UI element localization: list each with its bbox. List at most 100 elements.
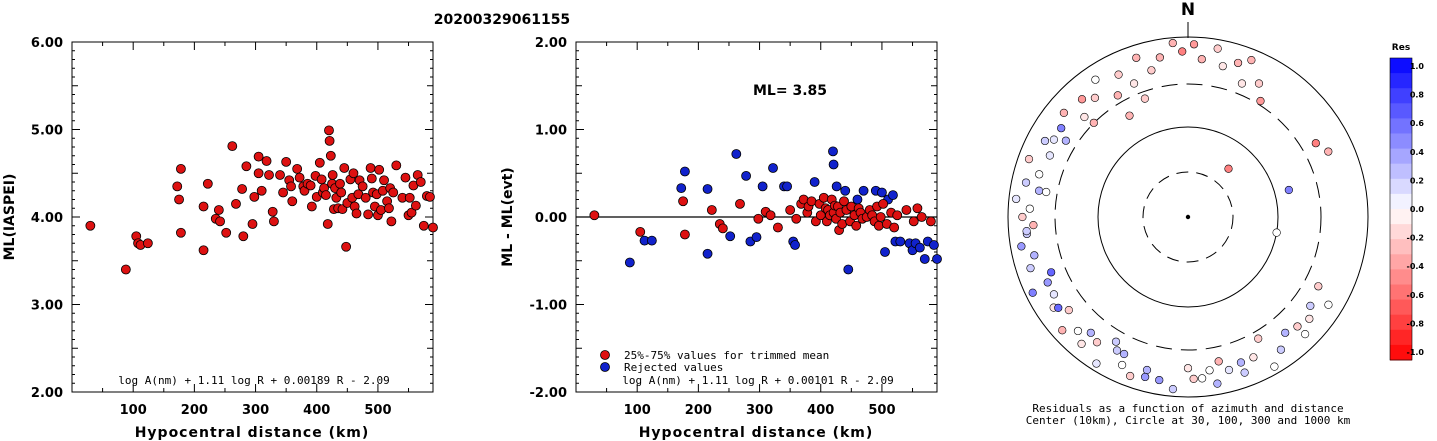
station-residual-point	[1077, 95, 1087, 104]
accepted-point	[925, 216, 936, 227]
data-point	[253, 168, 264, 179]
page-title: 20200329061155	[434, 12, 570, 28]
formula-annotation: log A(nm) + 1.11 log R + 0.00101 R - 2.0…	[622, 374, 894, 387]
accepted-point	[773, 222, 783, 233]
station-residual-point	[1059, 108, 1069, 117]
rejected-point	[624, 257, 635, 268]
data-point	[237, 184, 247, 194]
station-residual-point	[1034, 186, 1044, 195]
data-point	[241, 161, 252, 172]
data-point	[247, 219, 258, 229]
station-residual-point	[1140, 94, 1150, 103]
x-tick-label: 200	[181, 403, 208, 418]
rejected-point	[895, 236, 906, 247]
colorbar-tick-label: -0.4	[1407, 262, 1425, 271]
colorbar-cell	[1390, 329, 1412, 346]
accepted-point	[912, 203, 923, 214]
station-residual-point	[1205, 366, 1214, 375]
station-residual-point	[1126, 371, 1135, 381]
colorbar-cell	[1390, 224, 1412, 240]
rejected-point	[725, 231, 736, 242]
y-tick-label: 0.00	[535, 211, 567, 226]
station-residual-point	[1314, 282, 1323, 291]
data-point	[327, 170, 338, 180]
station-residual-point	[1270, 362, 1279, 371]
station-residual-point	[1224, 365, 1234, 375]
station-residual-point	[1284, 185, 1293, 195]
data-point	[410, 200, 421, 211]
data-point	[391, 160, 402, 171]
data-point	[176, 227, 186, 238]
station-residual-point	[1026, 264, 1035, 273]
x-axis-label: Hypocentral distance (km)	[639, 425, 874, 441]
y-tick-label: 4.00	[31, 211, 63, 226]
station-residual-point	[1240, 368, 1249, 377]
rejected-point	[680, 166, 690, 177]
station-residual-point	[1305, 314, 1314, 323]
station-residual-point	[1324, 300, 1333, 309]
rejected-point	[877, 187, 887, 198]
data-point	[314, 157, 325, 168]
rejected-point	[646, 235, 657, 246]
rejected-point	[840, 185, 851, 196]
rejected-point	[888, 190, 898, 201]
station-residual-point	[1113, 91, 1122, 100]
data-point	[322, 219, 333, 229]
x-tick-label: 100	[624, 403, 651, 418]
station-residual-point	[1120, 349, 1129, 359]
accepted-point	[901, 205, 912, 215]
data-point	[379, 175, 389, 186]
data-point	[286, 181, 296, 192]
data-point	[325, 150, 336, 161]
rejected-point	[809, 177, 820, 187]
x-tick-label: 500	[364, 403, 391, 418]
accepted-point	[878, 198, 889, 209]
station-residual-point	[1125, 111, 1134, 120]
rejected-point	[919, 254, 930, 264]
station-residual-point	[1237, 79, 1247, 88]
circle-100km	[1097, 126, 1279, 308]
accepted-point	[706, 205, 717, 215]
colorbar-tick-label: 0.2	[1410, 176, 1424, 185]
rejected-point	[782, 181, 792, 192]
data-point	[324, 125, 334, 136]
station-residual-point	[1197, 55, 1206, 64]
station-residual-point	[1256, 96, 1265, 106]
colorbar-cell	[1390, 178, 1412, 195]
ml-value-label: ML= 3.85	[753, 83, 827, 99]
colorbar-cell	[1390, 148, 1412, 165]
data-point	[415, 177, 426, 187]
station-residual-point	[1141, 372, 1150, 382]
rejected-point	[702, 248, 713, 259]
colorbar-cell	[1390, 103, 1412, 119]
colorbar-cell	[1390, 299, 1412, 316]
data-point	[215, 216, 225, 227]
data-point	[366, 173, 377, 184]
x-tick-label: 200	[685, 403, 712, 418]
station-residual-point	[1024, 155, 1034, 164]
y-tick-label: 2.00	[535, 36, 567, 51]
data-point	[221, 227, 232, 238]
x-tick-label: 300	[242, 403, 269, 418]
colorbar-cell	[1390, 269, 1412, 285]
colorbar-cell	[1390, 344, 1412, 361]
ml-iaspei-chart: ML(IASPEI) Hypocentral distance (km) log…	[2, 36, 438, 441]
accepted-point	[908, 216, 919, 227]
data-point	[294, 172, 305, 183]
rejected-point	[676, 183, 687, 194]
colorbar-tick-label: -1.0	[1407, 348, 1425, 357]
station-residual-point	[1073, 326, 1083, 336]
station-residual-point	[1112, 346, 1122, 355]
accepted-point	[735, 198, 745, 209]
data-point	[336, 187, 347, 198]
caption-line-1: Residuals as a function of azimuth and d…	[1032, 402, 1343, 415]
data-point	[142, 238, 153, 249]
colorbar-cell	[1390, 163, 1412, 180]
station-residual-point	[1054, 303, 1063, 312]
data-point	[406, 207, 417, 218]
rejected-point	[757, 181, 768, 192]
data-point	[321, 190, 331, 201]
colorbar-tick-label: 0.6	[1410, 119, 1425, 128]
station-residual-point	[1058, 326, 1067, 335]
